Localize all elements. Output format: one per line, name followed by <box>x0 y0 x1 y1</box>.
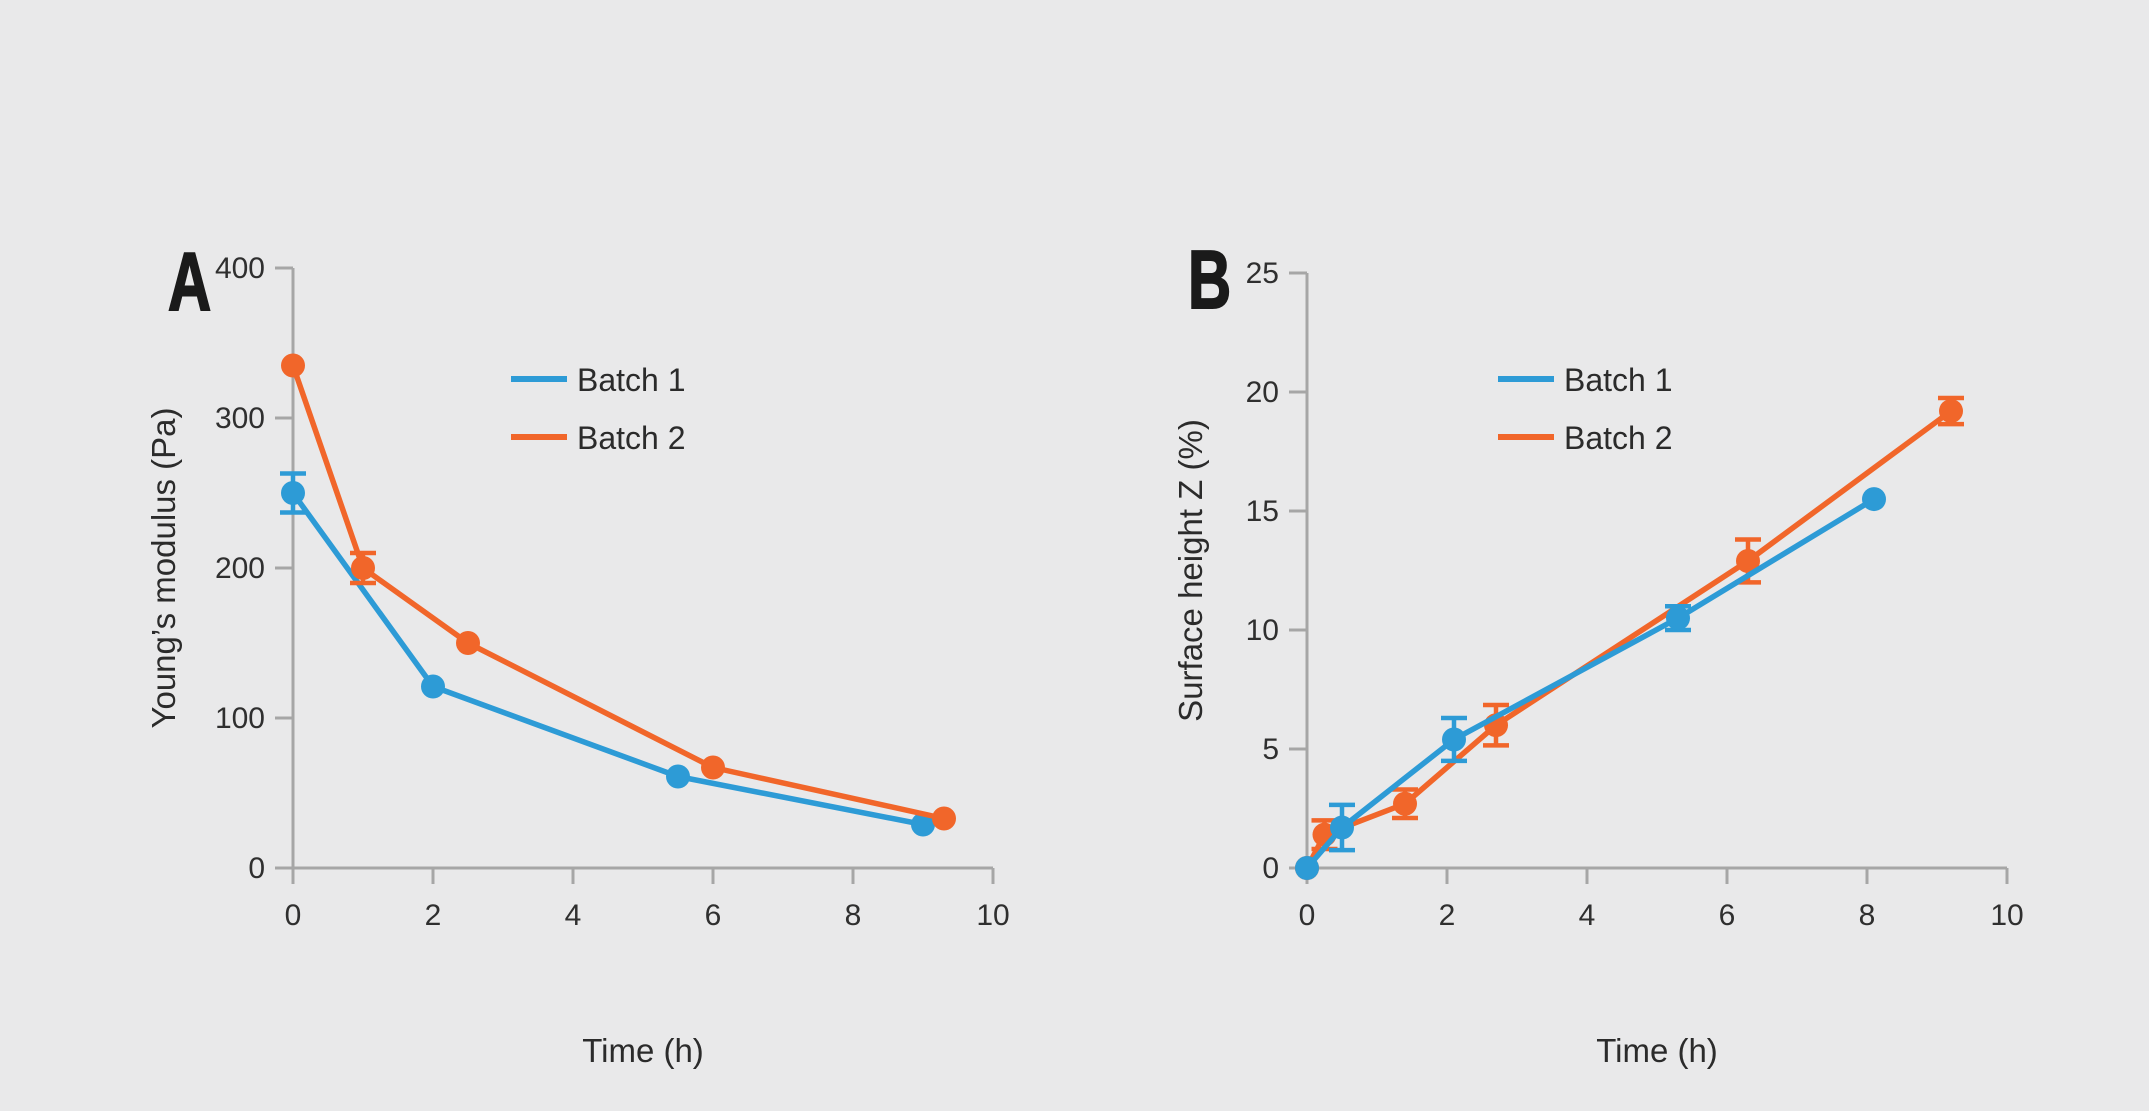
y-tick-label: 10 <box>1246 614 1279 647</box>
y-tick-label: 200 <box>215 552 265 585</box>
x-tick-label: 8 <box>845 899 862 932</box>
y-tick-label: 100 <box>215 702 265 735</box>
data-point-marker <box>281 481 305 505</box>
series-batch-2 <box>281 353 956 831</box>
data-point-marker <box>666 764 690 789</box>
y-tick-label: 0 <box>1262 852 1279 885</box>
x-tick-label: 2 <box>425 899 442 932</box>
data-point-marker <box>351 556 375 580</box>
panel-label: A <box>168 237 211 329</box>
data-point-marker <box>932 806 956 831</box>
data-point-marker <box>911 812 935 837</box>
data-point-marker <box>456 631 480 655</box>
data-point-marker <box>1862 487 1886 512</box>
y-axis-title: Surface height Z (%) <box>1172 419 1209 722</box>
data-point-marker <box>421 674 445 699</box>
x-tick-label: 0 <box>285 899 302 932</box>
legend-label: Batch 1 <box>1564 362 1673 398</box>
y-tick-label: 25 <box>1246 257 1279 290</box>
legend-label: Batch 2 <box>577 420 686 456</box>
data-point-marker <box>701 755 725 780</box>
y-axis-title: Young’s modulus (Pa) <box>145 407 182 728</box>
legend: Batch 1 Batch 2 <box>1498 362 1673 456</box>
legend-label: Batch 1 <box>577 362 686 398</box>
series-line-batch-1 <box>1304 496 1876 870</box>
legend-label: Batch 2 <box>1564 420 1673 456</box>
data-point-marker <box>1939 399 1963 424</box>
x-tick-label: 10 <box>976 899 1009 932</box>
x-tick-label: 6 <box>705 899 722 932</box>
data-point-marker <box>1393 791 1417 816</box>
y-tick-label: 5 <box>1262 733 1279 766</box>
data-point-marker <box>1330 815 1354 840</box>
series-batch-1 <box>280 471 935 837</box>
data-point-marker <box>1295 856 1319 880</box>
x-tick-label: 4 <box>1579 899 1596 932</box>
x-axis-title: Time (h) <box>1596 1032 1718 1069</box>
x-tick-label: 8 <box>1859 899 1876 932</box>
data-point-marker <box>1666 606 1690 631</box>
y-tick-label: 15 <box>1246 495 1279 528</box>
series-line-batch-1 <box>290 491 924 828</box>
x-tick-label: 6 <box>1719 899 1736 932</box>
y-tick-label: 300 <box>215 402 265 435</box>
x-tick-label: 2 <box>1439 899 1456 932</box>
x-tick-label: 10 <box>1990 899 2023 932</box>
y-tick-label: 0 <box>248 852 265 885</box>
panel-B: 0 5 10 15 20 25 0 2 4 6 8 10 Batch 1 Batch 2 B Surface … <box>1172 234 2024 1069</box>
x-axis-title: Time (h) <box>582 1032 704 1069</box>
legend: Batch 1 Batch 2 <box>511 362 686 456</box>
y-tick-label: 400 <box>215 252 265 285</box>
data-point-marker <box>281 353 305 378</box>
data-point-marker <box>1442 727 1466 752</box>
panel-A: 0 100 200 300 400 0 2 4 6 8 10 Batch 1 Batch 2 A Young… <box>145 236 1010 1069</box>
series-batch-2 <box>1295 395 1964 880</box>
series-batch-1 <box>1295 487 1886 880</box>
data-point-marker <box>1736 548 1760 573</box>
panel-label: B <box>1188 235 1231 327</box>
x-tick-label: 0 <box>1299 899 1316 932</box>
x-tick-label: 4 <box>565 899 582 932</box>
y-tick-label: 20 <box>1246 376 1279 409</box>
